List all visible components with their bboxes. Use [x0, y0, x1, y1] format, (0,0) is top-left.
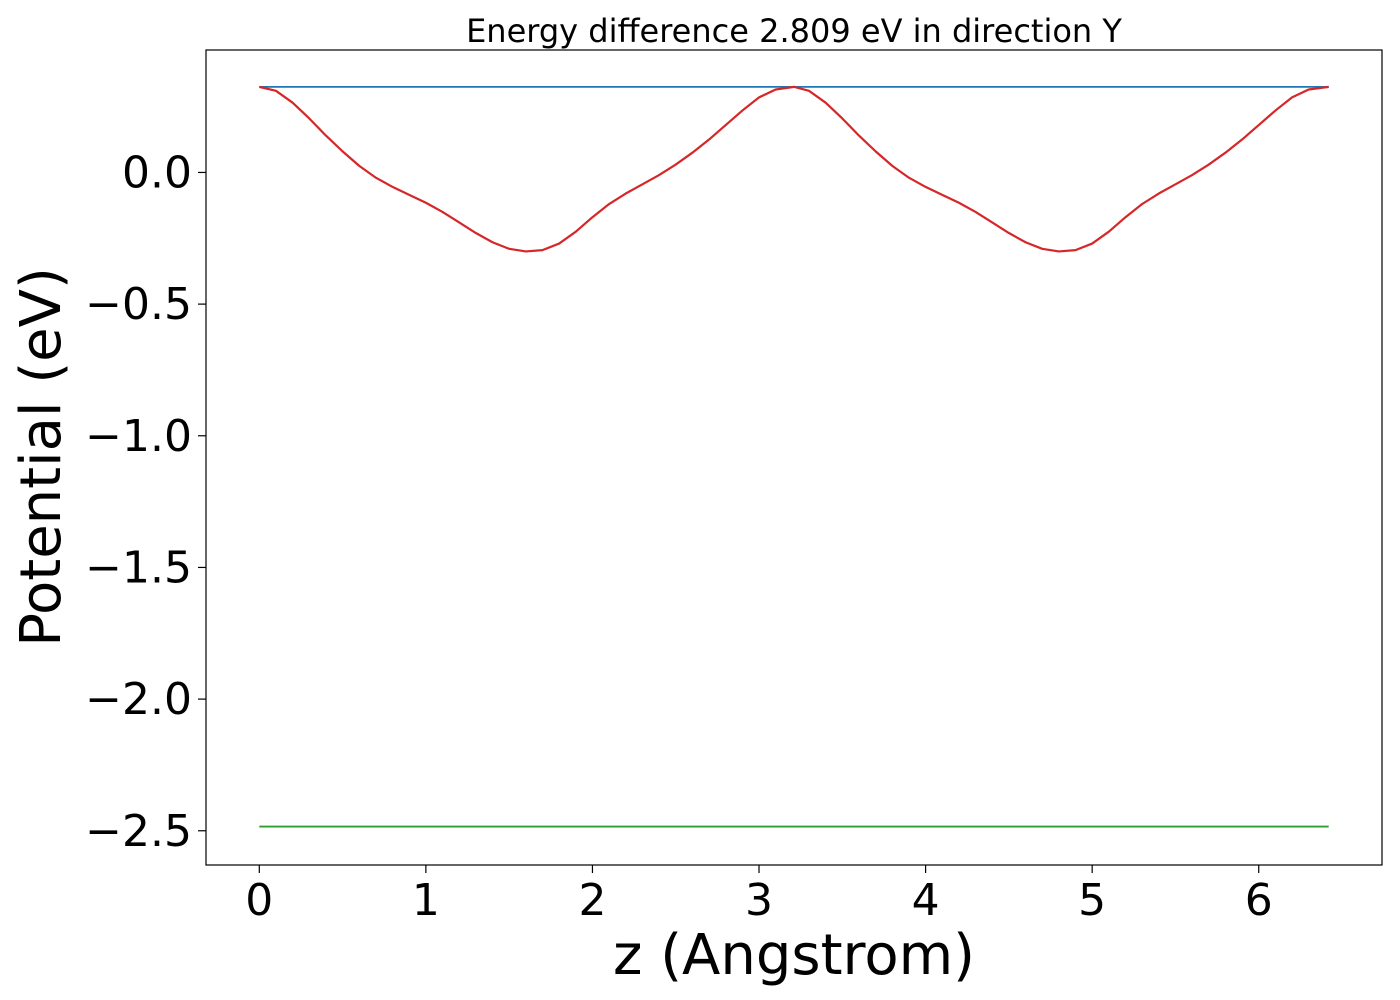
y-tick-label: 0.0: [122, 147, 192, 198]
x-tick-label: 4: [912, 875, 940, 926]
x-tick-label: 6: [1245, 875, 1273, 926]
x-tick-label: 5: [1078, 875, 1106, 926]
x-axis-ticks: 0 1 2 3 4 5 6: [245, 865, 1273, 926]
chart-title: Energy difference 2.809 eV in direction …: [466, 12, 1122, 50]
y-axis-ticks: 0.0 −0.5 −1.0 −1.5 −2.0 −2.5: [85, 147, 206, 857]
y-tick-label: −2.0: [85, 674, 192, 725]
y-axis-label: Potential (eV): [9, 267, 74, 647]
series-line-1: [259, 85, 1329, 253]
plot-frame: [205, 49, 1383, 866]
x-tick-label: 2: [578, 875, 606, 926]
y-tick-label: −2.5: [85, 806, 192, 857]
x-axis-label: z (Angstrom): [613, 923, 975, 988]
x-tick-label: 0: [245, 875, 273, 926]
plot-lines: [259, 85, 1329, 828]
y-tick-label: −1.0: [85, 411, 192, 462]
y-tick-label: −1.5: [85, 542, 192, 593]
y-tick-label: −0.5: [85, 279, 192, 330]
x-tick-label: 3: [745, 875, 773, 926]
x-tick-label: 1: [412, 875, 440, 926]
